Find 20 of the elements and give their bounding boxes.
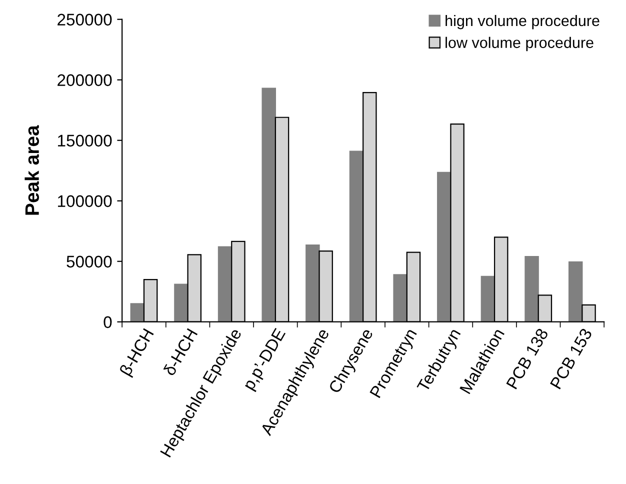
bar — [306, 244, 320, 322]
bar — [393, 274, 408, 322]
y-tick-label: 150000 — [58, 134, 112, 147]
bar — [218, 246, 232, 322]
bar — [524, 256, 539, 322]
bar — [349, 150, 364, 322]
bar — [262, 88, 276, 322]
y-tick-label: 0 — [104, 316, 112, 328]
y-tick-label: 50000 — [66, 256, 112, 268]
bar — [568, 261, 583, 322]
y-tick-label: 200000 — [58, 74, 112, 86]
y-tick-label: 250000 — [58, 14, 112, 26]
y-axis-title: Peak area — [24, 125, 40, 215]
y-tick-label: 100000 — [58, 195, 112, 208]
bar — [174, 284, 188, 322]
legend-label: low volume procedure — [446, 36, 594, 52]
bar — [437, 172, 452, 322]
legend-label: hign volume procedure — [446, 14, 600, 30]
bar — [130, 303, 145, 322]
bar — [480, 276, 496, 322]
